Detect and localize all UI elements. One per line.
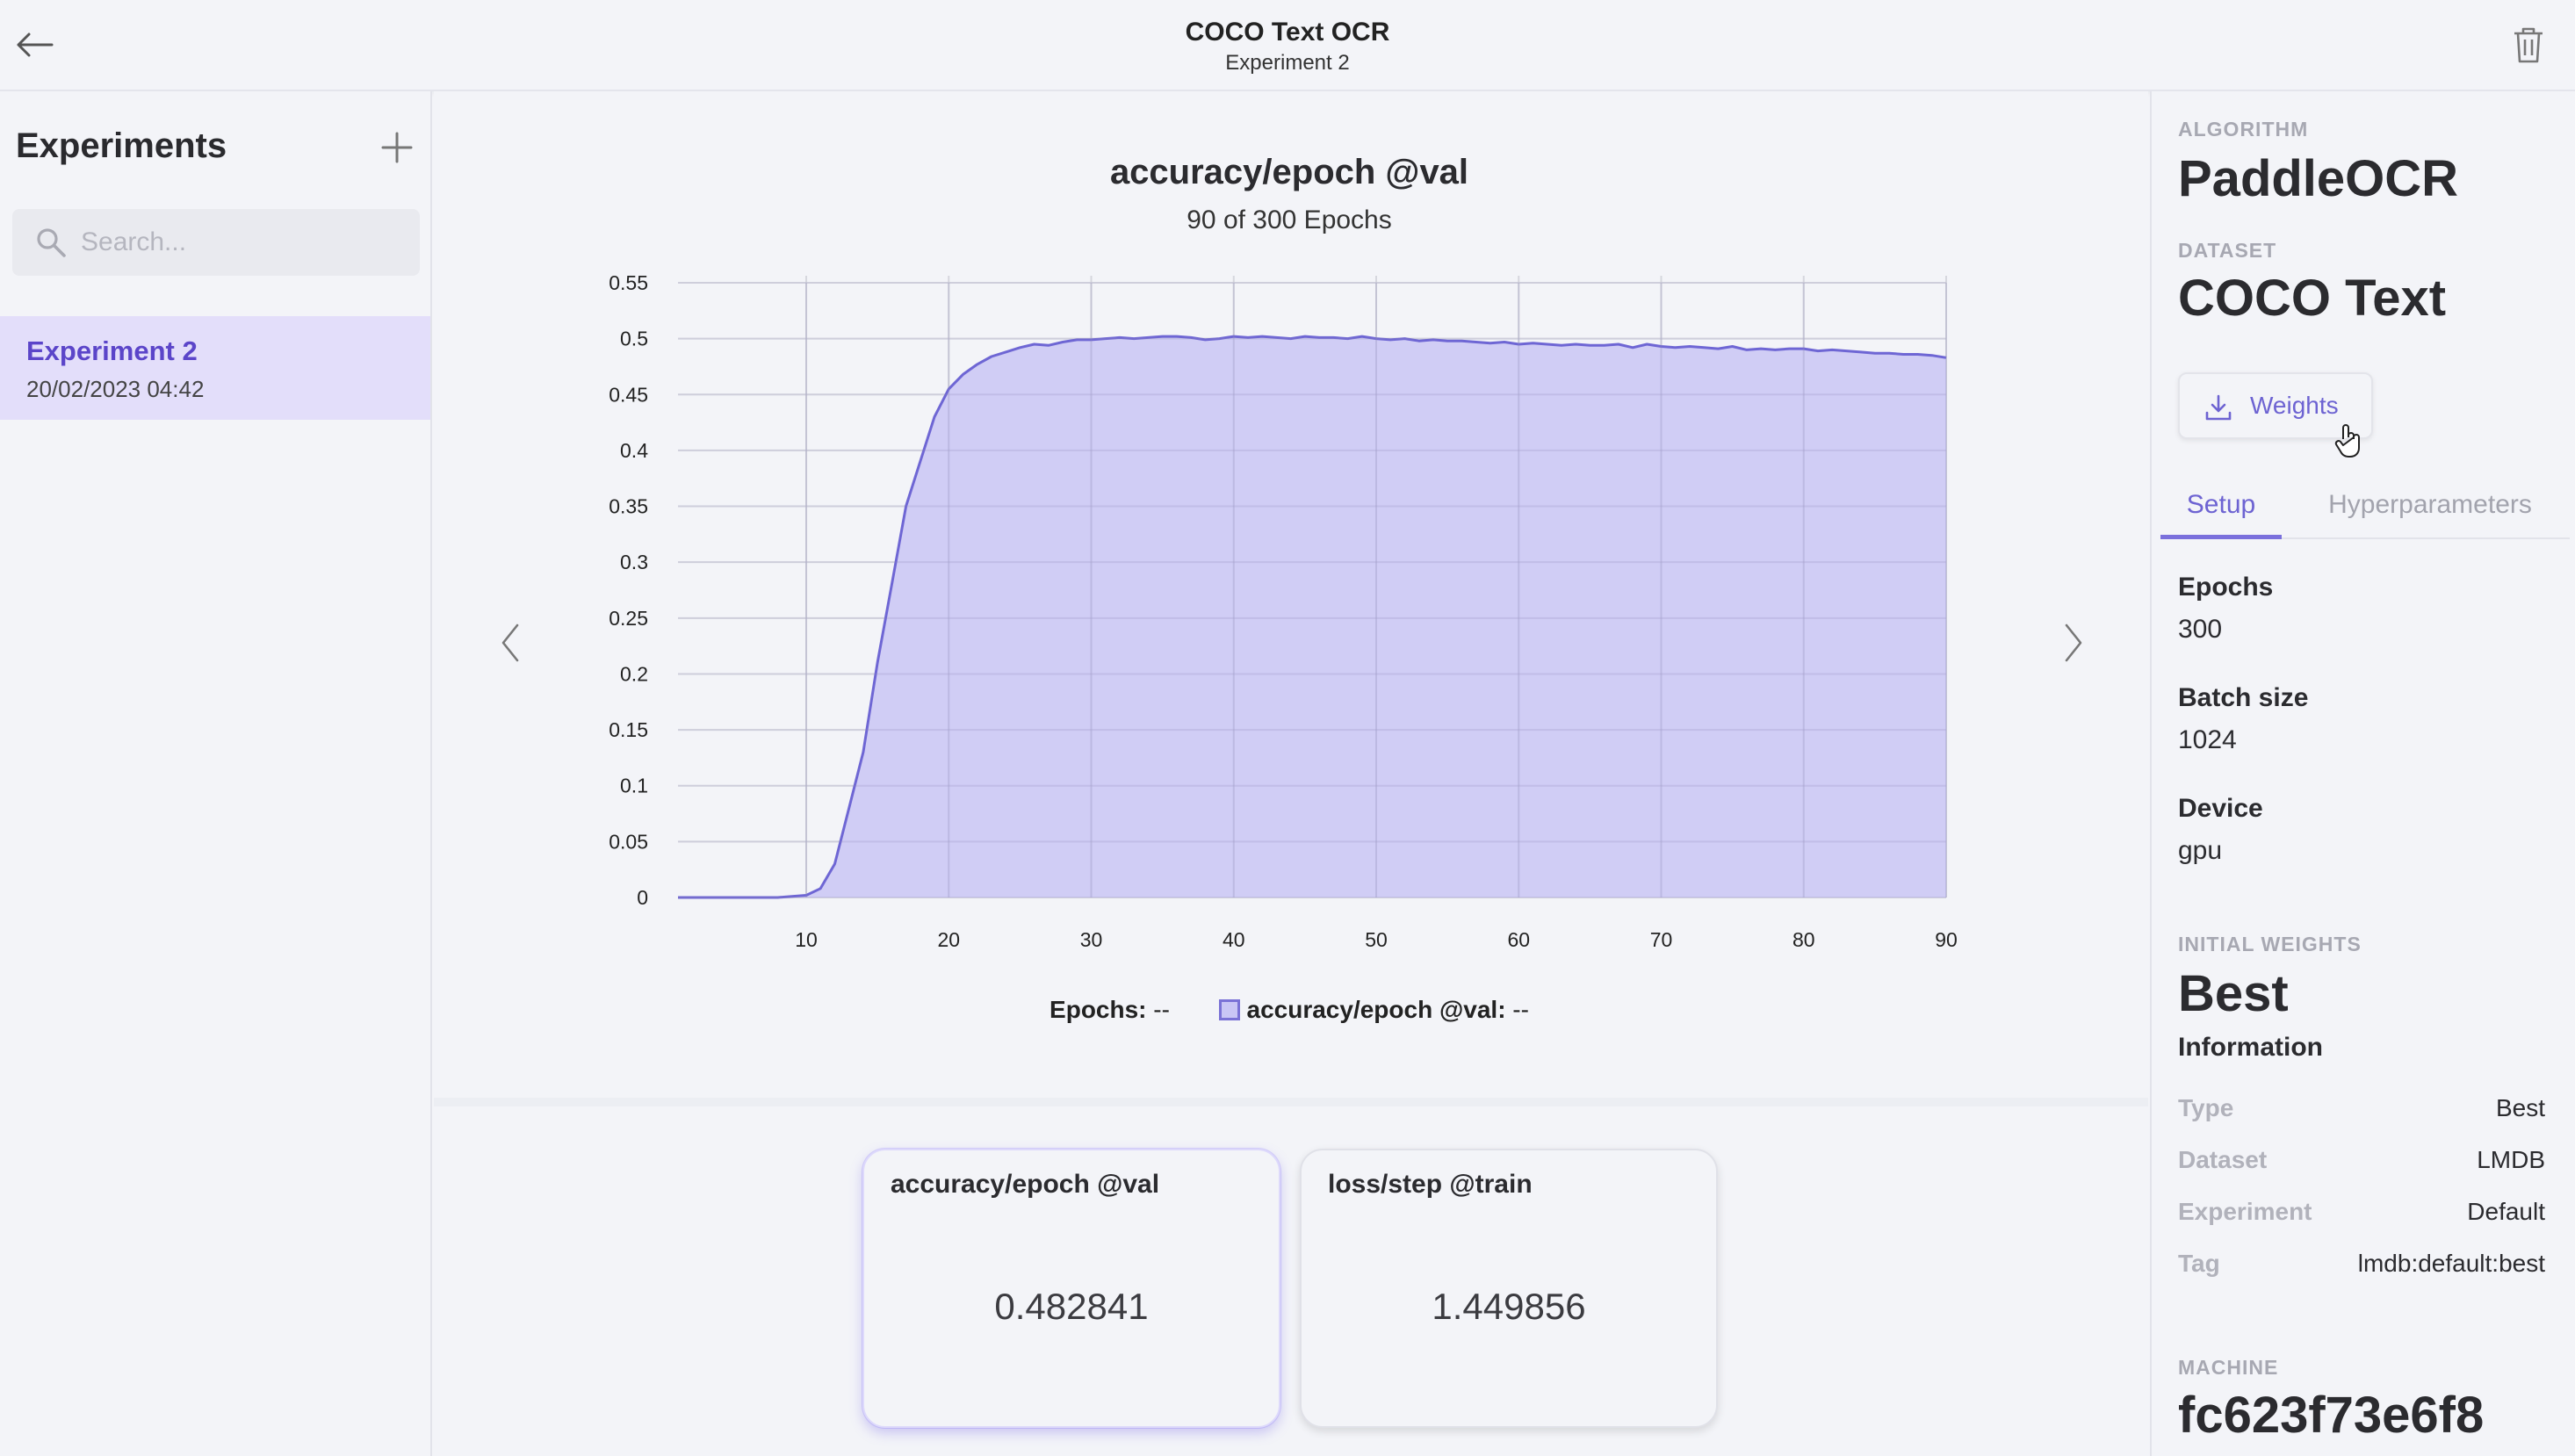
y-tick-label: 0.55: [609, 271, 648, 294]
series-line: [678, 335, 1947, 899]
x-tick-label: 40: [1223, 928, 1245, 951]
y-tick-label: 0.25: [609, 607, 648, 630]
chart-panel: accuracy/epoch @val 90 of 300 Epochs 0 0.…: [434, 91, 2148, 1094]
device-label: Device: [2178, 794, 2263, 823]
previous-chart-button[interactable]: [488, 615, 532, 671]
arrow-left-icon: [17, 32, 54, 57]
dataset-name: COCO Text: [2178, 270, 2447, 327]
x-tick-label: 30: [1080, 928, 1103, 951]
y-tick-label: 0.4: [620, 439, 648, 462]
information-title: Information: [2178, 1033, 2323, 1062]
y-tick-label: 0.45: [609, 383, 648, 406]
info-key-experiment: Experiment: [2178, 1198, 2312, 1225]
epochs-value: 300: [2178, 615, 2223, 644]
metric-value: 0.482841: [994, 1286, 1149, 1327]
info-key-dataset: Dataset: [2178, 1146, 2268, 1173]
search-input[interactable]: [81, 209, 406, 276]
search-box: [12, 209, 420, 276]
weights-label: Weights: [2250, 392, 2339, 419]
download-weights-button[interactable]: Weights: [2178, 372, 2373, 439]
metric-card-loss[interactable]: loss/step @train 1.449856: [1300, 1149, 1718, 1428]
x-tick-label: 60: [1507, 928, 1530, 951]
metric-card-accuracy[interactable]: accuracy/epoch @val 0.482841: [862, 1149, 1280, 1428]
info-key-tag: Tag: [2178, 1250, 2220, 1277]
page-title: COCO Text OCR: [1185, 18, 1390, 47]
initial-weights-caption: INITIAL WEIGHTS: [2178, 933, 2362, 955]
top-bar: COCO Text OCR Experiment 2: [0, 0, 2575, 91]
delete-button[interactable]: [2506, 23, 2550, 67]
legend-series-label: accuracy/epoch @val:: [1246, 996, 1506, 1023]
details-tabs: Setup Hyperparameters: [2160, 481, 2570, 539]
hand-cursor-icon: [2334, 424, 2360, 458]
chart-subtitle: 90 of 300 Epochs: [1187, 205, 1392, 234]
experiment-list-item[interactable]: Experiment 2 20/02/2023 04:42: [0, 316, 430, 420]
page-subtitle: Experiment 2: [1225, 51, 1350, 75]
x-tick-label: 20: [937, 928, 960, 951]
x-tick-label: 90: [1935, 928, 1958, 951]
device-value: gpu: [2178, 836, 2223, 865]
info-key-type: Type: [2178, 1094, 2234, 1121]
download-icon: [2205, 394, 2232, 421]
y-tick-label: 0.05: [609, 830, 648, 853]
next-chart-button[interactable]: [2052, 615, 2095, 671]
x-tick-label: 80: [1792, 928, 1815, 951]
machine-caption: MACHINE: [2178, 1356, 2279, 1379]
legend-swatch: [1218, 999, 1240, 1020]
initial-weights-name: Best: [2178, 965, 2289, 1022]
chart-title: accuracy/epoch @val: [1109, 153, 1469, 191]
accuracy-chart[interactable]: 0 0.05 0.1 0.15 0.2 0.25 0.3 0.35 0.4 0.45 0.5 0.55…: [434, 91, 2145, 1092]
chevron-right-icon: [2065, 623, 2082, 662]
chart-legend: Epochs: -- accuracy/epoch @val: --: [434, 996, 2145, 1024]
experiment-name: Experiment 2: [26, 335, 198, 366]
y-tick-label: 0.2: [620, 662, 648, 685]
metrics-panel: [434, 1098, 2148, 1456]
tab-hyperparameters[interactable]: Hyperparameters: [2328, 490, 2532, 519]
legend-x-label: Epochs:: [1049, 996, 1147, 1023]
tab-setup[interactable]: Setup: [2160, 481, 2282, 539]
x-tick-label: 10: [795, 928, 818, 951]
trash-icon: [2514, 27, 2543, 63]
info-value-experiment: Default: [2467, 1198, 2545, 1225]
y-tick-label: 0.35: [609, 495, 648, 518]
y-tick-label: 0.1: [620, 775, 648, 797]
y-tick-label: 0.15: [609, 718, 648, 741]
x-tick-label: 50: [1365, 928, 1388, 951]
metric-value: 1.449856: [1432, 1286, 1586, 1327]
plus-icon: [381, 132, 413, 163]
batch-size-label: Batch size: [2178, 683, 2309, 712]
algorithm-caption: ALGORITHM: [2178, 118, 2309, 141]
details-panel: ALGORITHM PaddleOCR DATASET COCO Text We…: [2150, 91, 2575, 1456]
info-value-tag: lmdb:default:best: [2357, 1250, 2545, 1277]
y-tick-label: 0.5: [620, 328, 648, 350]
metric-name: loss/step @train: [1328, 1170, 1533, 1199]
sidebar-title: Experiments: [16, 126, 227, 165]
chevron-left-icon: [501, 623, 519, 662]
legend-series-value: --: [1512, 996, 1529, 1023]
back-button[interactable]: [12, 23, 56, 67]
batch-size-value: 1024: [2178, 725, 2237, 754]
experiments-sidebar: Experiments Experiment 2 20/02/2023 04:4…: [0, 91, 432, 1456]
info-value-dataset: LMDB: [2477, 1146, 2545, 1173]
search-icon: [37, 228, 66, 257]
algorithm-name: PaddleOCR: [2178, 150, 2459, 207]
x-tick-label: 70: [1650, 928, 1673, 951]
metric-name: accuracy/epoch @val: [891, 1170, 1160, 1199]
legend-x-value: --: [1153, 996, 1170, 1023]
epochs-label: Epochs: [2178, 573, 2274, 602]
info-value-type: Best: [2495, 1094, 2545, 1121]
series-area: [678, 336, 1946, 898]
machine-id: fc623f73e6f8: [2178, 1387, 2485, 1444]
experiment-date: 20/02/2023 04:42: [26, 376, 205, 402]
y-tick-label: 0.3: [620, 551, 648, 573]
add-experiment-button[interactable]: [378, 128, 416, 167]
y-tick-label: 0: [637, 886, 648, 909]
dataset-caption: DATASET: [2178, 239, 2277, 262]
